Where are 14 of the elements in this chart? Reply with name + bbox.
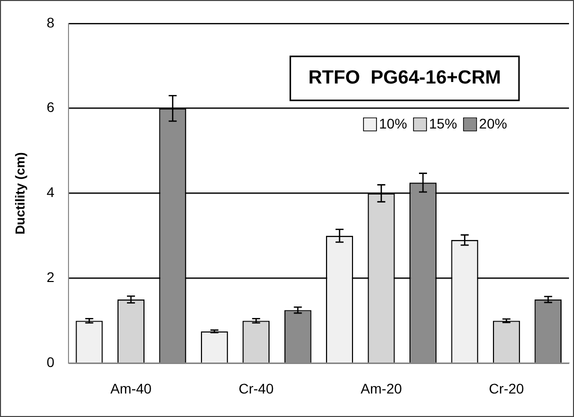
legend-label: 15%	[429, 115, 458, 132]
y-tick-label: 2	[46, 269, 55, 286]
x-tick-label: Cr-20	[488, 380, 524, 396]
x-tick-label: Am-40	[110, 380, 152, 396]
y-axis-title: Ductility (cm)	[12, 152, 28, 234]
y-tick-label: 0	[46, 354, 55, 370]
y-tick-label: 6	[46, 99, 55, 116]
text: RTFO PG64-16+CRM	[308, 68, 502, 89]
legend-label: 20%	[479, 115, 508, 132]
legend-label: 10%	[379, 115, 408, 132]
x-tick-label: Am-20	[360, 380, 402, 396]
y-tick-label: 8	[46, 14, 55, 30]
y-tick-label: 4	[46, 184, 55, 200]
x-tick-label: Cr-40	[238, 380, 274, 396]
